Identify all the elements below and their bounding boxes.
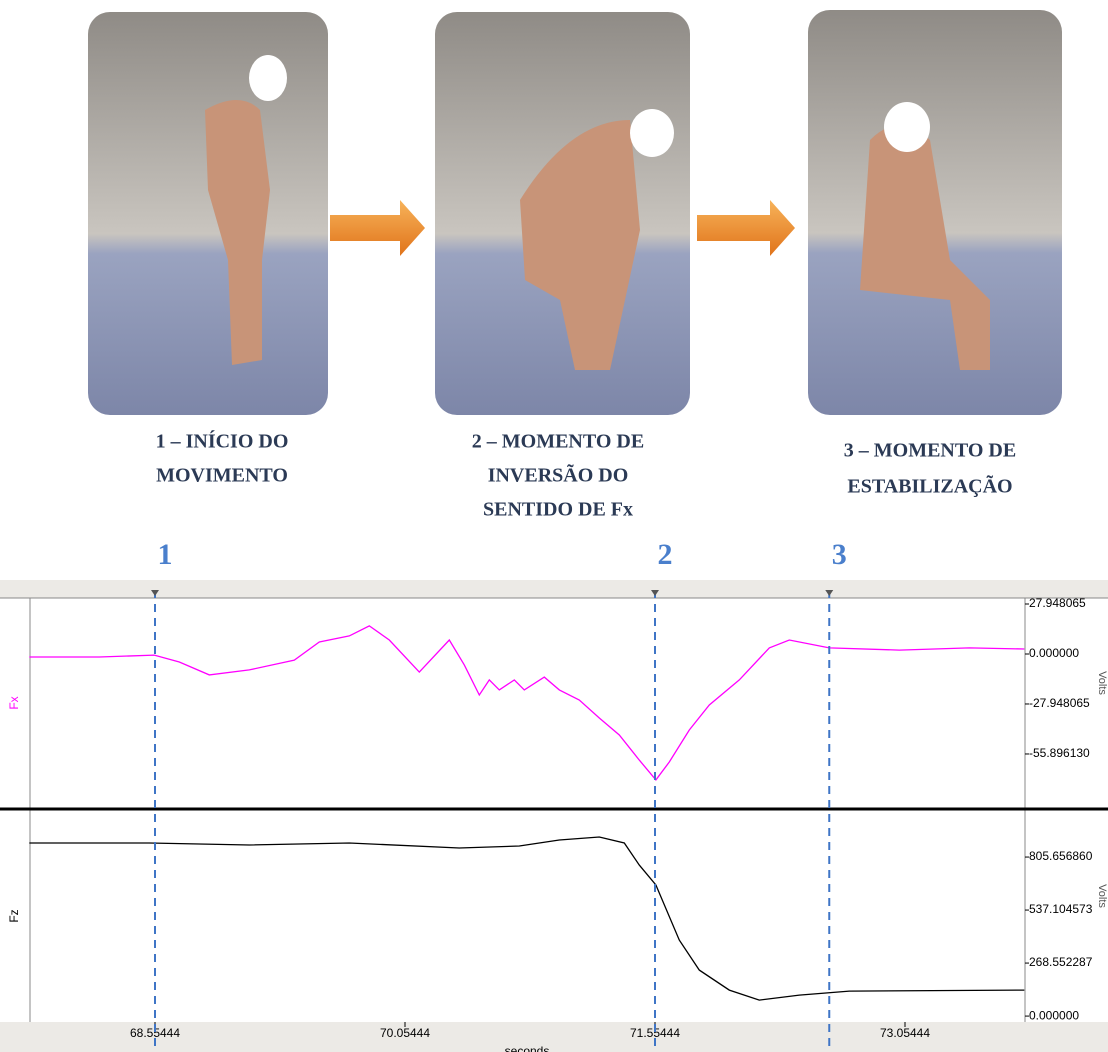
marker-label: 3	[832, 538, 847, 571]
y-tick-label: 0.000000	[1029, 646, 1079, 660]
toolbar	[0, 580, 1108, 598]
arrow	[697, 200, 795, 256]
face-mask	[249, 55, 287, 101]
x-tick-label: 73.05444	[880, 1026, 930, 1040]
face-mask	[884, 102, 930, 152]
y-axis-label: Fz	[7, 909, 21, 922]
y-axis-label: Fx	[7, 696, 21, 709]
y2-axis-label: Volts	[1096, 671, 1108, 695]
y-tick-label: 0.000000	[1029, 1008, 1079, 1022]
photos	[88, 10, 1062, 415]
marker-label: 1	[158, 538, 173, 571]
face-mask	[630, 109, 674, 157]
caption: SENTIDO DE Fx	[483, 499, 633, 521]
marker-label: 2	[658, 538, 673, 571]
caption: 3 – MOMENTO DE	[844, 440, 1016, 462]
arrow	[330, 200, 425, 256]
x-tick-label: 70.05444	[380, 1026, 430, 1040]
chart-window	[0, 580, 1108, 1052]
x-axis-label: seconds	[505, 1044, 550, 1052]
caption: 2 – MOMENTO DE	[472, 431, 644, 453]
y-tick-label: 27.948065	[1029, 596, 1086, 610]
caption: INVERSÃO DO	[488, 464, 629, 487]
y-tick-label: 537.104573	[1029, 902, 1093, 916]
caption: 1 – INÍCIO DO	[156, 430, 289, 453]
y2-axis-label: Volts	[1096, 884, 1108, 908]
caption: ESTABILIZAÇÃO	[847, 475, 1012, 498]
photo	[88, 12, 328, 415]
y-tick-label: 805.656860	[1029, 849, 1093, 863]
y-tick-label: -55.896130	[1029, 746, 1090, 760]
figure: 1 – INÍCIO DO MOVIMENTO 2 – MOMENTO DE INVE…	[0, 0, 1108, 1052]
y-tick-label: 268.552287	[1029, 955, 1093, 969]
y-tick-label: -27.948065	[1029, 696, 1090, 710]
caption: MOVIMENTO	[156, 465, 288, 487]
